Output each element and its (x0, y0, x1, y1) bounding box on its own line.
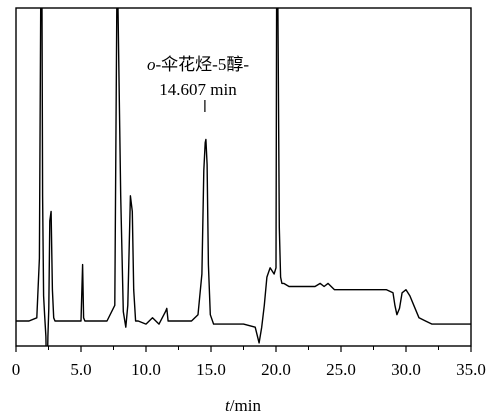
peak-annotation-name: o-伞花烃-5醇- (147, 55, 249, 74)
series-line (16, 8, 471, 346)
x-axis-title: t/min (225, 396, 261, 415)
x-tick-label: 30.0 (391, 360, 421, 379)
x-tick-label: 0 (12, 360, 21, 379)
x-tick-label: 20.0 (261, 360, 291, 379)
peak-annotation-time: 14.607 min (159, 80, 237, 99)
x-tick-label: 15.0 (196, 360, 226, 379)
x-tick-label: 10.0 (131, 360, 161, 379)
x-tick-label: 5.0 (70, 360, 91, 379)
peak-annotation-compound: -伞花烃-5醇- (156, 55, 250, 74)
peak-annotation-prefix: o (147, 55, 156, 74)
x-axis-ticks (15, 346, 472, 352)
x-axis-variable: t (225, 396, 231, 415)
x-tick-label: 25.0 (326, 360, 356, 379)
x-axis-unit: /min (230, 396, 262, 415)
x-axis-tick-labels: 0 5.0 10.0 15.0 20.0 25.0 30.0 35.0 (12, 360, 486, 379)
x-tick-label: 35.0 (456, 360, 486, 379)
